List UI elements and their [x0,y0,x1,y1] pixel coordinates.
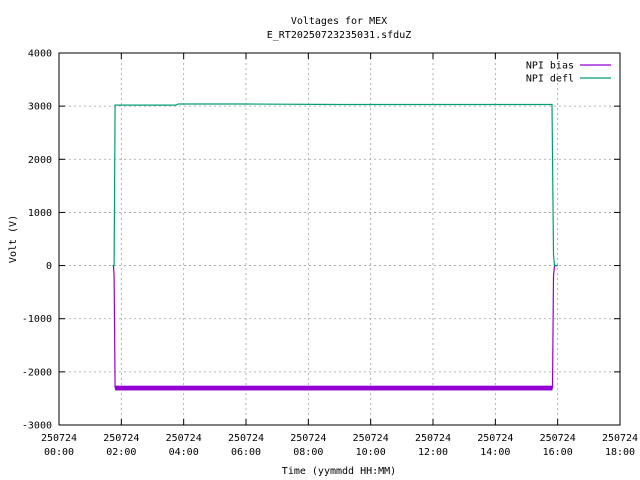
series-line-npi-bias [112,265,558,389]
y-tick-label: 1000 [28,208,52,219]
y-tick-label: 3000 [28,102,52,113]
x-tick-label-date: 250724 [477,433,513,444]
series-line-npi-defl [112,103,558,267]
y-axis-label: Volt (V) [8,215,19,263]
plot-frame [58,52,621,426]
legend: NPI bias NPI defl [526,61,611,85]
x-tick-label-time: 18:00 [605,447,635,458]
x-tick-label-date: 250724 [166,433,202,444]
x-tick-label-date: 250724 [290,433,326,444]
y-tick-label: 0 [46,261,52,272]
chart-title: Voltages for MEX [291,16,387,27]
x-tick-label-time: 14:00 [480,447,510,458]
chart-subtitle: E_RT20250723235031.sfduZ [267,30,412,41]
x-tick-label-time: 12:00 [418,447,448,458]
ticks: -3000 -2000 -1000 0 1000 2000 3000 4000 250724 00… [22,49,638,459]
x-tick-label-date: 250724 [103,433,139,444]
x-tick-label-time: 02:00 [106,447,136,458]
legend-label: NPI bias [526,61,574,72]
y-tick-label: -3000 [22,421,52,432]
x-tick-label-time: 10:00 [356,447,386,458]
x-tick-label-date: 250724 [228,433,264,444]
x-tick-label-date: 250724 [602,433,638,444]
y-tick-label: 4000 [28,49,52,60]
x-tick-label-time: 16:00 [543,447,573,458]
x-tick-label-date: 250724 [41,433,77,444]
x-axis-label: Time (yymmdd HH:MM) [282,466,396,477]
x-tick-label-time: 00:00 [44,447,74,458]
grid [59,53,620,425]
y-tick-label: -1000 [22,314,52,325]
x-tick-label-date: 250724 [353,433,389,444]
series-layer [112,103,558,391]
x-tick-label-date: 250724 [540,433,576,444]
x-tick-label-time: 04:00 [169,447,199,458]
y-tick-label: -2000 [22,367,52,378]
legend-label: NPI defl [526,74,574,85]
x-tick-label-date: 250724 [415,433,451,444]
y-tick-label: 2000 [28,155,52,166]
x-tick-label-time: 06:00 [231,447,261,458]
x-tick-label-time: 08:00 [293,447,323,458]
